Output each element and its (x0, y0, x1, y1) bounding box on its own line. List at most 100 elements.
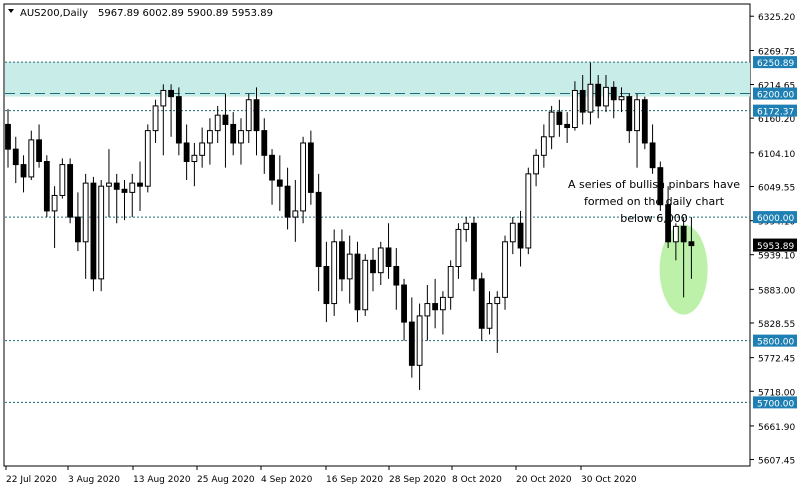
candle (106, 149, 112, 218)
x-tick-label: 3 Aug 2020 (68, 475, 120, 485)
candle (43, 155, 50, 218)
candle (90, 176, 97, 292)
level-price-tag (753, 56, 797, 69)
candle (603, 75, 609, 113)
candle (20, 155, 27, 193)
x-tick-label: 25 Aug 2020 (197, 475, 255, 485)
candle (401, 278, 407, 341)
candle-body-bull (300, 142, 307, 212)
candle-body-bull (502, 241, 508, 298)
candle (657, 161, 664, 211)
candle-body-bear (230, 123, 237, 144)
candle (346, 235, 353, 304)
candle (370, 247, 376, 292)
candle-body-bear (370, 259, 376, 274)
candle-body-bear (269, 154, 275, 181)
candle-body-bear (276, 179, 283, 187)
candle-body-bear (680, 225, 687, 243)
candle-body-bull (82, 182, 89, 243)
candle (168, 84, 174, 137)
candle (408, 297, 415, 378)
candle-body-bull (618, 96, 625, 101)
candle (160, 84, 167, 156)
candle (191, 142, 198, 187)
ohlc-values: 5967.89 6002.89 5900.89 5953.89 (98, 8, 273, 19)
dropdown-triangle-icon[interactable] (8, 9, 14, 13)
candle-body-bull (634, 99, 640, 132)
candle (354, 241, 361, 323)
symbol-timeframe: AUS200,Daily (20, 8, 88, 19)
current-price-tag (753, 238, 797, 252)
candle (67, 158, 74, 224)
candle-body-bear (626, 96, 633, 132)
chart-header: AUS200,Daily 5967.89 6002.89 5900.89 595… (8, 8, 273, 19)
x-tick-label: 30 Oct 2020 (581, 475, 637, 485)
candle (253, 87, 260, 156)
candle (144, 124, 151, 193)
current-price-label: 5953.89 (757, 242, 794, 252)
candle-body-bull (160, 89, 167, 107)
candle (129, 173, 136, 218)
level-price-tag (753, 334, 797, 347)
candle (416, 303, 423, 391)
candle-body-bull (292, 210, 299, 218)
candle-body-bear (168, 89, 174, 98)
candle (98, 180, 105, 292)
candle (121, 180, 128, 221)
candle-body-bull (463, 222, 470, 230)
candle (152, 99, 159, 143)
candle (230, 112, 237, 156)
candle-body-bull (572, 89, 578, 129)
candle-body-bull (533, 154, 539, 175)
candle (432, 278, 439, 329)
candle (680, 217, 687, 298)
candle-body-bear (90, 182, 97, 280)
candle (137, 161, 143, 211)
y-tick-label: 6214.65 (758, 82, 795, 92)
candle (284, 167, 291, 230)
candle-body-bull (245, 99, 252, 132)
candle (59, 158, 66, 199)
candle-body-bull (424, 303, 431, 317)
candle-body-bear (657, 167, 664, 206)
candle (618, 87, 625, 113)
y-tick-label: 6269.75 (758, 47, 795, 57)
candle (509, 217, 516, 255)
candle (517, 210, 524, 267)
candle-body-bear (564, 123, 571, 129)
candle (199, 127, 206, 168)
candle (463, 217, 470, 242)
candle (28, 130, 35, 181)
candle (540, 124, 547, 168)
y-tick-label: 5939.10 (758, 252, 795, 262)
candle-body-bull (494, 296, 501, 305)
candle-body-bull (447, 266, 454, 298)
candle-body-bear (556, 111, 563, 125)
candle-body-bull (439, 296, 446, 311)
candle-body-bull (548, 111, 555, 138)
candle (222, 93, 229, 168)
candle-body-bull (377, 247, 384, 274)
candle-body-bull (331, 241, 338, 305)
candle-body-bear (354, 253, 361, 311)
candle-body-bear (579, 89, 586, 113)
candle-body-bull (486, 303, 493, 329)
candle-body-bear (610, 86, 617, 101)
candle-body-bull (59, 164, 66, 196)
candle (548, 105, 555, 150)
x-tick-label: 4 Sep 2020 (261, 475, 313, 485)
candle (238, 118, 244, 165)
candle-body-bear (478, 278, 485, 329)
candle (595, 75, 602, 119)
candle-body-bull (214, 114, 221, 132)
candle (556, 99, 563, 137)
candle (486, 291, 493, 335)
candle (688, 217, 695, 279)
candle (455, 223, 462, 279)
candle (385, 223, 392, 279)
candle (331, 229, 338, 316)
candle-body-bear (307, 142, 314, 193)
candle (377, 241, 384, 286)
